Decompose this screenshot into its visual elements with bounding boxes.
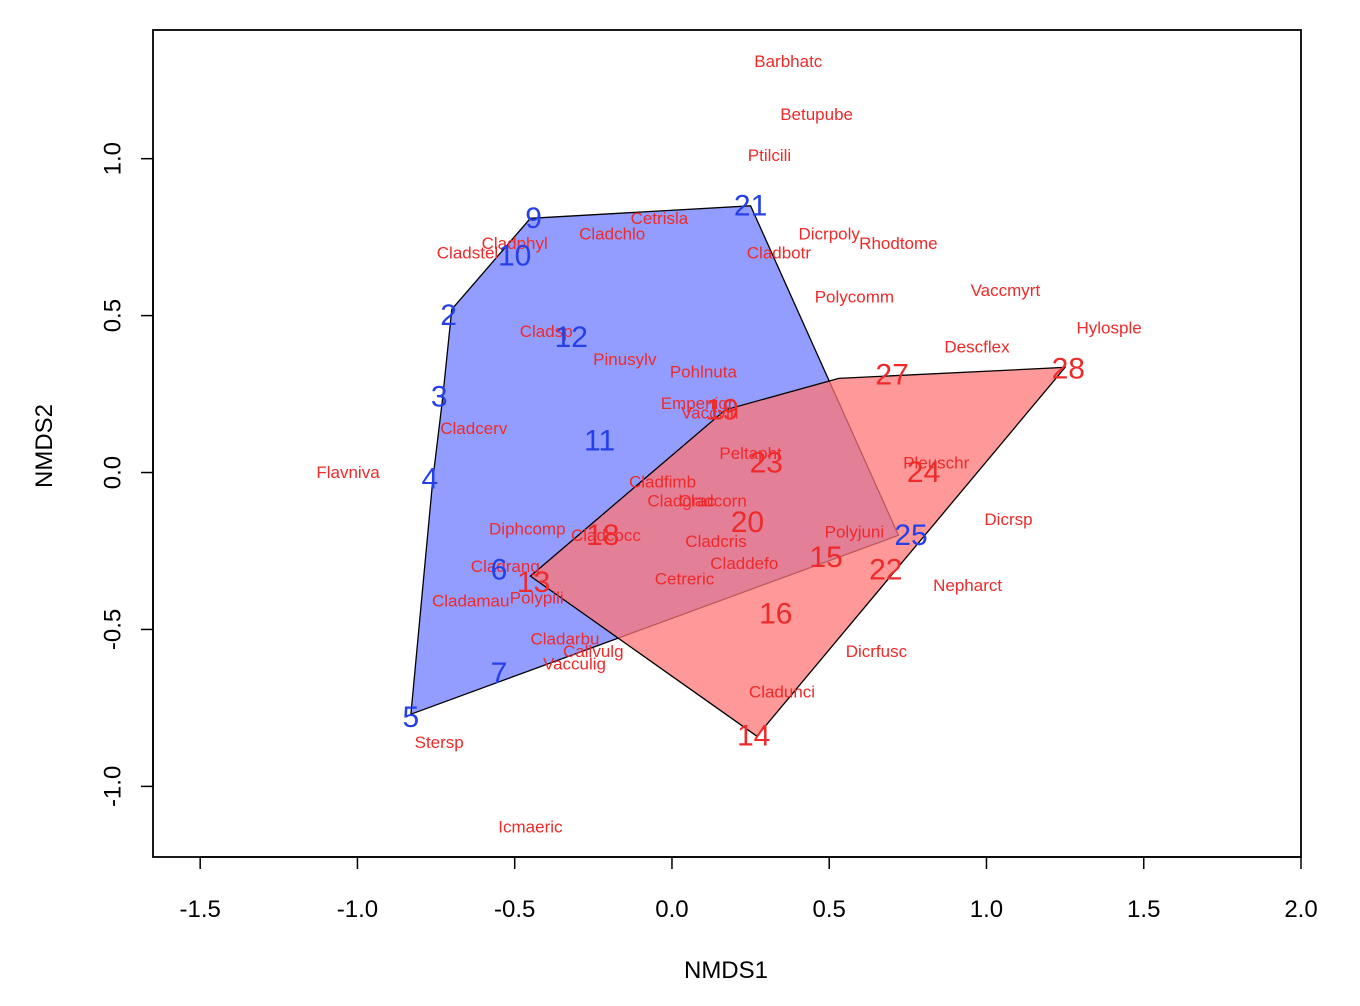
species-label: Stersp bbox=[415, 733, 464, 752]
x-axis: -1.5 -1.0 -0.5 0.0 0.5 1.0 1.5 2.0 bbox=[179, 856, 1318, 923]
species-label: Cladcris bbox=[685, 532, 746, 551]
species-label: Cladphyl bbox=[482, 234, 548, 253]
species-label: Cladbotr bbox=[747, 243, 812, 262]
species-label: Nepharct bbox=[933, 576, 1002, 595]
y-tick-label: 0.0 bbox=[100, 456, 127, 489]
y-tick-label: 1.0 bbox=[100, 142, 127, 175]
site-label: 6 bbox=[491, 553, 508, 586]
site-label: 24 bbox=[907, 456, 940, 489]
species-label: Betupube bbox=[780, 105, 853, 124]
site-label: 21 bbox=[734, 189, 767, 222]
species-label: Callvulg bbox=[563, 642, 623, 661]
species-label: Pleuschr bbox=[903, 454, 969, 473]
species-label: Peltapht bbox=[719, 444, 782, 463]
species-label: Cladcocc bbox=[571, 526, 641, 545]
x-tick-label: 0.0 bbox=[655, 896, 688, 923]
x-tick-label: 1.5 bbox=[1127, 896, 1160, 923]
site-label: 15 bbox=[809, 541, 842, 574]
y-tick-label: 0.5 bbox=[100, 299, 127, 332]
species-label: Ptilcili bbox=[748, 146, 791, 165]
species-layer: Barbhatc Betupube Ptilcili CetrislaCladchlo… bbox=[316, 52, 1141, 837]
site-label: 13 bbox=[517, 566, 550, 599]
species-label: Diphcomp bbox=[489, 520, 566, 539]
x-tick-label: -1.5 bbox=[179, 896, 220, 923]
species-label: Polycomm bbox=[815, 287, 894, 306]
species-label: Cetrisla bbox=[631, 209, 689, 228]
species-label: Barbhatc bbox=[754, 52, 823, 71]
site-label: 5 bbox=[403, 701, 420, 734]
species-label: Cladcorn bbox=[679, 491, 747, 510]
hull-layer bbox=[410, 205, 1067, 738]
species-label: Polyjuni bbox=[825, 523, 885, 542]
site-label: 27 bbox=[875, 359, 908, 392]
x-tick-label: 1.0 bbox=[970, 896, 1003, 923]
species-label: Cladfimb bbox=[629, 472, 696, 491]
site-label: 16 bbox=[759, 597, 792, 630]
species-label: Dicrpoly bbox=[798, 225, 860, 244]
species-label: Icmaeric bbox=[498, 818, 563, 837]
site-label: 10 bbox=[498, 240, 531, 273]
site-label: 18 bbox=[586, 519, 619, 552]
x-tick-label: 0.5 bbox=[813, 896, 846, 923]
species-label: Rhodtome bbox=[859, 234, 937, 253]
site-label: 28 bbox=[1052, 353, 1085, 386]
hull-blue bbox=[410, 205, 900, 716]
species-label: Claddefo bbox=[710, 554, 778, 573]
x-tick-label: 2.0 bbox=[1284, 896, 1317, 923]
site-label: 11 bbox=[584, 425, 615, 458]
species-label: Cladchlo bbox=[579, 225, 645, 244]
site-label: 14 bbox=[737, 720, 770, 753]
species-label: Pohlnuta bbox=[670, 363, 738, 382]
species-label: Dicrsp bbox=[984, 510, 1032, 529]
species-label: Dicrfusc bbox=[846, 642, 908, 661]
y-tick-label: -1.0 bbox=[100, 766, 127, 807]
hull-red bbox=[529, 366, 1067, 738]
species-label: Cladstel bbox=[437, 243, 498, 262]
site-label: 9 bbox=[525, 202, 542, 235]
species-label: Vaccmyrt bbox=[971, 281, 1041, 300]
y-axis: -1.0 -0.5 0.0 0.5 1.0 bbox=[100, 142, 154, 807]
x-tick-label: -1.0 bbox=[337, 896, 378, 923]
y-axis-title: NMDS2 bbox=[31, 404, 58, 488]
species-label: Cladrang bbox=[471, 557, 540, 576]
species-label: Flavniva bbox=[316, 463, 380, 482]
x-axis-title: NMDS1 bbox=[684, 957, 768, 984]
site-label: 19 bbox=[706, 393, 739, 426]
species-label: Hylosple bbox=[1076, 319, 1141, 338]
y-tick-label: -0.5 bbox=[100, 609, 127, 650]
species-label: Empenigr bbox=[661, 394, 734, 413]
species-label: Pinusylv bbox=[593, 350, 657, 369]
species-label: Cladamau bbox=[432, 592, 510, 611]
site-label: 4 bbox=[421, 462, 438, 495]
site-label: 12 bbox=[555, 321, 588, 354]
site-label: 25 bbox=[894, 519, 927, 552]
species-label: Cladcerv bbox=[440, 419, 508, 438]
site-layer: 9 21 10 2 12 3 11 4 6 7 5 25 27 28 19 23 24 20 18 15 22 13 16 1… bbox=[403, 189, 1085, 752]
species-label: Cladgrac bbox=[647, 491, 716, 510]
species-label: Vacculig bbox=[543, 655, 606, 674]
site-label: 2 bbox=[440, 299, 457, 332]
site-label: 20 bbox=[731, 506, 764, 539]
species-label: Polypili bbox=[510, 589, 564, 608]
site-label: 3 bbox=[431, 381, 448, 414]
site-label: 22 bbox=[869, 553, 902, 586]
site-label: 7 bbox=[491, 657, 508, 690]
species-label: Vaccviti bbox=[681, 403, 738, 422]
x-tick-label: -0.5 bbox=[494, 896, 535, 923]
species-label: Cetreric bbox=[655, 570, 715, 589]
species-label: Cladunci bbox=[749, 683, 815, 702]
species-label: Cladarbu bbox=[531, 629, 600, 648]
species-label: Descflex bbox=[944, 338, 1010, 357]
site-label: 23 bbox=[750, 447, 783, 480]
species-label: Cladsp bbox=[520, 322, 573, 341]
